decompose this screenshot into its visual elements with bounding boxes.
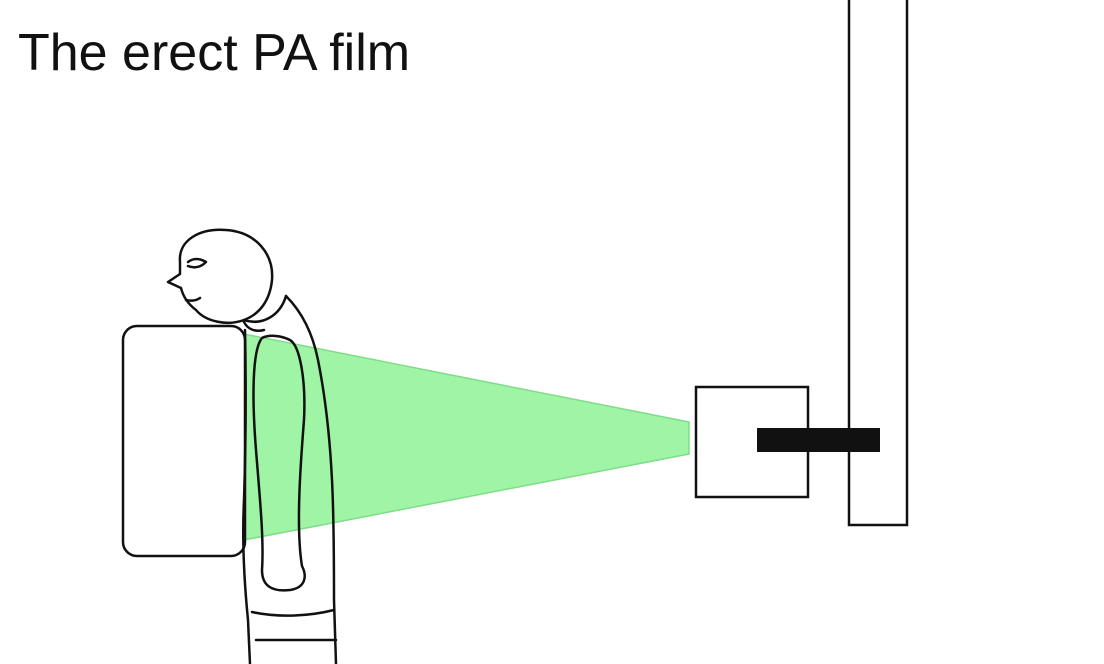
patient-head	[166, 228, 274, 324]
slide-title: The erect PA film	[18, 24, 411, 82]
patient-collar	[242, 294, 288, 332]
patient-body-back	[241, 328, 252, 664]
film-cassette	[121, 324, 247, 558]
patient-body-front	[284, 294, 338, 664]
patient-legs	[250, 608, 338, 642]
patient-figure	[166, 228, 338, 664]
patient-eye	[186, 257, 208, 269]
patient-mouth	[184, 296, 202, 302]
patient-arm	[252, 334, 306, 592]
tube-mounting-arm	[757, 428, 880, 452]
x-ray-beam	[243, 333, 690, 541]
